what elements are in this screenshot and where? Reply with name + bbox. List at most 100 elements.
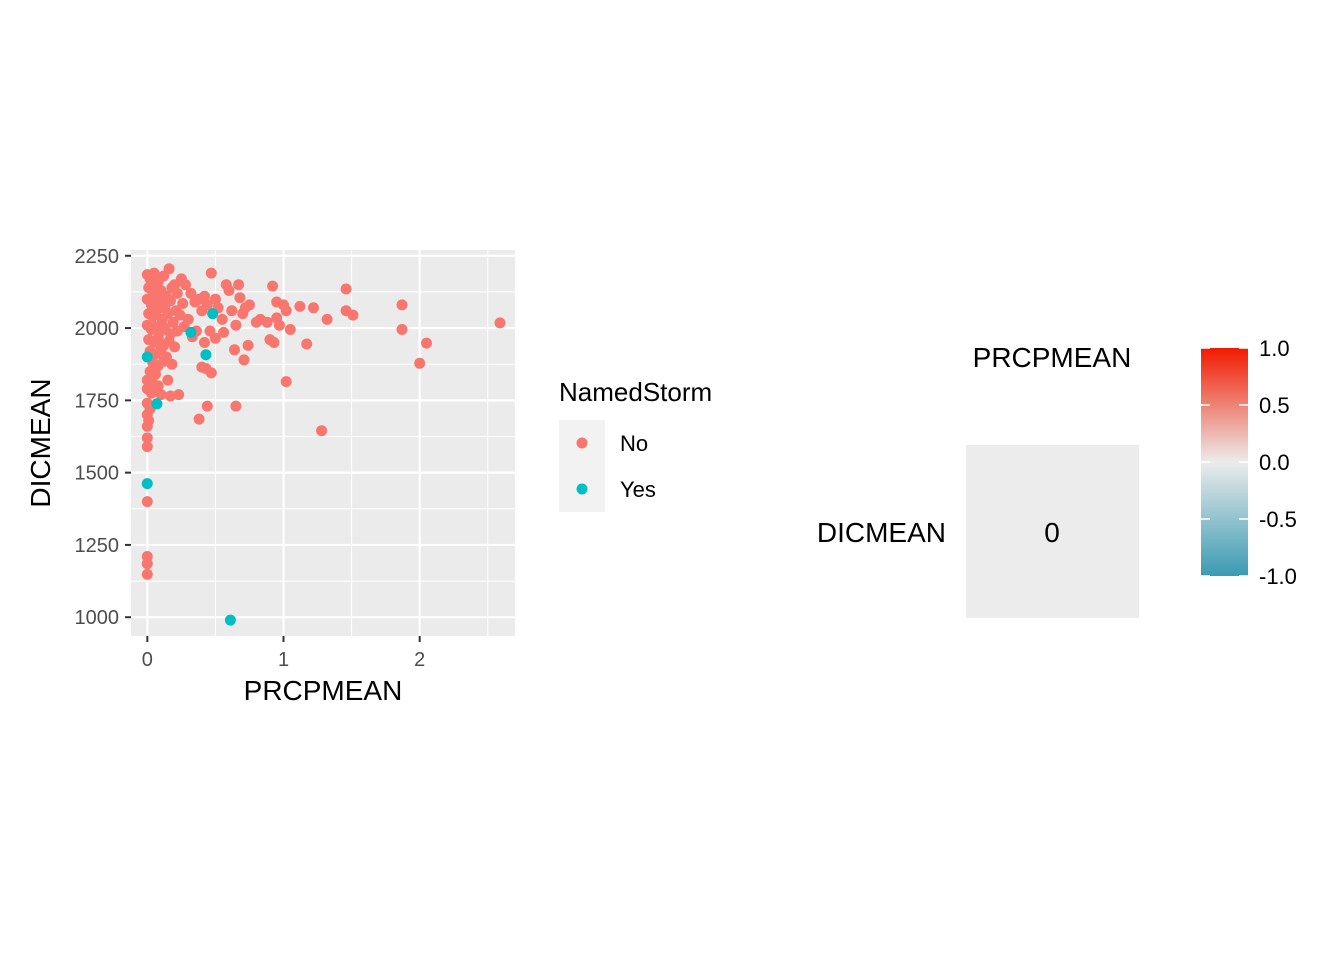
scatter-axes: 0 1 2 1000 1250 1500 1750 2000 2250: [75, 246, 426, 671]
heatmap-cell: [966, 445, 1139, 618]
data-point-yes: [141, 351, 153, 363]
data-point-no: [229, 344, 240, 356]
data-point-no: [268, 337, 280, 348]
data-point-no: [218, 326, 230, 338]
data-point-yes: [185, 326, 197, 338]
y-tick-label: 2250: [75, 246, 120, 268]
heatmap-row-label: DICMEAN: [817, 517, 946, 548]
data-point-no: [199, 337, 210, 348]
data-point-no: [340, 283, 352, 295]
data-point-no: [201, 400, 213, 412]
data-point-no: [396, 324, 408, 335]
data-point-no: [347, 309, 359, 321]
y-tick-label: 2000: [75, 318, 120, 340]
y-tick-label: 1000: [75, 607, 120, 629]
colorbar-tick-label: 1.0: [1259, 336, 1290, 361]
legend-key-yes: [576, 483, 588, 495]
data-point-yes: [207, 308, 219, 320]
data-point-no: [205, 367, 217, 379]
data-point-no: [201, 299, 213, 311]
data-point-no: [494, 317, 506, 329]
data-point-no: [301, 338, 313, 350]
colorbar-tick-label: -0.5: [1259, 507, 1297, 532]
data-point-no: [421, 337, 432, 349]
data-point-no: [165, 390, 176, 402]
data-point-no: [173, 389, 185, 401]
data-point-no: [294, 300, 306, 312]
data-point-no: [141, 496, 153, 508]
legend-label-no: No: [620, 431, 648, 456]
data-point-no: [271, 312, 283, 324]
legend: NamedStorm No Yes: [559, 377, 712, 512]
data-point-no: [284, 324, 296, 335]
x-axis-title: PRCPMEAN: [244, 675, 403, 706]
y-tick-label: 1250: [75, 535, 120, 557]
data-point-no: [216, 313, 228, 325]
y-axis-title: DICMEAN: [25, 378, 56, 507]
colorbar-tick-label: -1.0: [1259, 564, 1297, 589]
data-point-no: [209, 332, 221, 344]
data-point-no: [233, 279, 245, 291]
legend-title: NamedStorm: [559, 377, 712, 407]
data-point-no: [185, 287, 197, 299]
data-point-no: [414, 357, 426, 369]
heatmap-cell-value: 0: [1044, 517, 1060, 548]
colorbar-ticks: 1.0 0.5 0.0 -0.5 -1.0: [1201, 336, 1297, 589]
scatter-gridlines: [131, 250, 515, 636]
data-point-no: [280, 305, 292, 317]
y-tick-label: 1500: [75, 463, 120, 485]
data-point-no: [155, 389, 167, 401]
data-point-no: [396, 299, 408, 311]
scatter-plot: 0 1 2 1000 1250 1500 1750 2000 2250 PRCPMEAN DIC…: [25, 246, 515, 706]
data-point-no: [316, 425, 328, 437]
y-tick-label: 1750: [75, 390, 120, 412]
data-point-no: [234, 292, 246, 304]
data-point-no: [162, 308, 174, 320]
data-point-no: [151, 305, 163, 317]
data-point-yes: [224, 614, 236, 626]
data-point-no: [169, 341, 181, 353]
x-tick-label: 1: [278, 649, 289, 671]
data-point-no: [205, 267, 217, 279]
data-point-no: [244, 299, 255, 311]
data-point-no: [230, 400, 242, 412]
x-tick-label: 0: [142, 649, 153, 671]
data-point-no: [162, 374, 174, 386]
data-point-no: [174, 309, 186, 321]
data-point-no: [238, 354, 250, 366]
data-point-no: [193, 413, 205, 425]
data-point-no: [261, 316, 273, 328]
colorbar-tick-label: 0.5: [1259, 393, 1290, 418]
data-point-yes: [151, 398, 163, 410]
scatter-panel-background: [131, 250, 515, 636]
data-point-no: [308, 302, 319, 314]
data-point-no: [167, 316, 179, 328]
data-point-no: [141, 568, 153, 580]
x-tick-label: 2: [414, 649, 425, 671]
scatter-points: [141, 263, 506, 626]
legend-label-yes: Yes: [620, 477, 656, 502]
data-point-no: [150, 368, 161, 380]
data-point-no: [163, 263, 175, 275]
data-point-no: [267, 280, 279, 292]
data-point-no: [141, 420, 153, 432]
legend-key-no: [576, 437, 588, 449]
data-point-no: [321, 313, 333, 325]
heatmap-column-label: PRCPMEAN: [973, 342, 1132, 373]
colorbar: 1.0 0.5 0.0 -0.5 -1.0: [1201, 336, 1297, 589]
data-point-no: [180, 279, 191, 291]
data-point-no: [141, 558, 153, 570]
data-point-no: [199, 290, 210, 302]
data-point-yes: [200, 349, 212, 361]
data-point-no: [280, 376, 292, 388]
data-point-no: [226, 305, 238, 317]
data-point-no: [209, 293, 221, 305]
data-point-no: [166, 358, 178, 370]
correlation-heatmap: PRCPMEAN DICMEAN 0: [817, 342, 1139, 618]
data-point-no: [223, 285, 235, 296]
data-point-yes: [141, 478, 153, 490]
colorbar-tick-label: 0.0: [1259, 450, 1290, 475]
data-point-no: [242, 339, 254, 351]
data-point-no: [171, 287, 183, 299]
